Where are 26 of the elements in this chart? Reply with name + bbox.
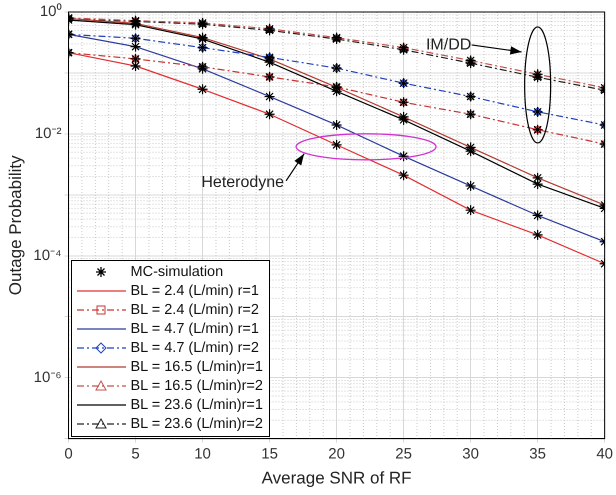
x-tick-label: 25 xyxy=(395,446,412,463)
y-axis-title: Outage Probability xyxy=(6,154,25,296)
legend-label: BL = 2.4 (L/min) r=2 xyxy=(130,300,259,320)
legend-label: MC-simulation xyxy=(130,262,224,282)
x-tick-label: 20 xyxy=(328,446,345,463)
x-tick-label: 40 xyxy=(596,446,613,463)
y-tick-label: 10⁻² xyxy=(34,125,62,142)
y-tick-label: 10⁻⁴ xyxy=(33,246,62,264)
x-tick-label: 30 xyxy=(462,446,479,463)
legend-label: BL = 16.5 (L/min)r=1 xyxy=(130,358,263,377)
x-tick-label: 15 xyxy=(261,446,278,463)
legend-label: BL = 23.6 (L/min)r=1 xyxy=(130,396,263,415)
legend-label: BL = 4.7 (L/min) r=2 xyxy=(130,338,259,358)
x-tick-label: 0 xyxy=(64,446,73,463)
legend-label: BL = 23.6 (L/min)r=2 xyxy=(130,414,263,434)
legend-label: BL = 16.5 (L/min)r=2 xyxy=(130,376,263,396)
annotation: Heterodyne xyxy=(201,174,284,192)
x-axis-title: Average SNR of RF xyxy=(262,468,412,488)
x-tick-label: 10 xyxy=(194,446,211,463)
annotation: IM/DD xyxy=(426,36,472,54)
y-tick-label: 10⁰ xyxy=(40,3,62,20)
legend-label: BL = 2.4 (L/min) r=1 xyxy=(130,282,259,301)
x-tick-label: 5 xyxy=(131,446,140,463)
legend-label: BL = 4.7 (L/min) r=1 xyxy=(130,320,259,339)
y-tick-label: 10⁻⁶ xyxy=(34,368,62,386)
x-tick-label: 35 xyxy=(529,446,546,463)
